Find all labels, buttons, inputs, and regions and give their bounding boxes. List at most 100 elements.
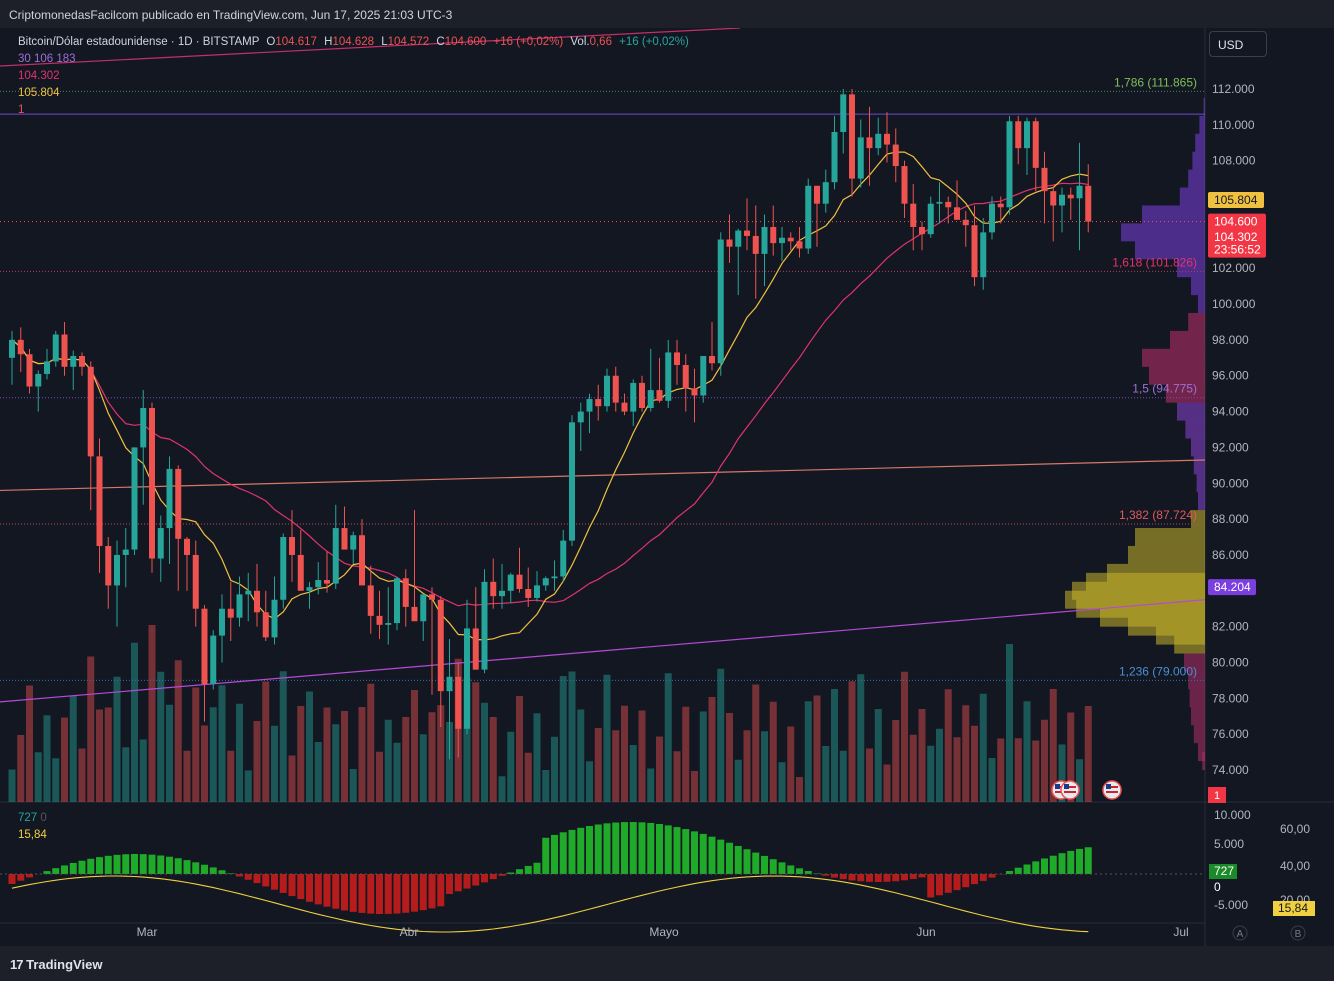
candle-body[interactable] — [455, 676, 462, 729]
candle-body[interactable] — [796, 241, 803, 249]
candle-body[interactable] — [665, 352, 672, 401]
candle-body[interactable] — [315, 580, 322, 588]
candle-body[interactable] — [271, 599, 278, 638]
candle-body[interactable] — [1015, 121, 1022, 149]
candle-body[interactable] — [516, 574, 523, 589]
candle-body[interactable] — [814, 185, 820, 204]
candle-body[interactable] — [1059, 194, 1065, 206]
candle-body[interactable] — [980, 232, 987, 278]
candle-body[interactable] — [779, 237, 785, 244]
candle-body[interactable] — [542, 578, 549, 586]
candle-body[interactable] — [962, 219, 969, 226]
us-flag-event-icon[interactable] — [1060, 780, 1080, 800]
scale-button-b[interactable]: B — [1290, 925, 1306, 941]
candle-body[interactable] — [175, 468, 182, 539]
candle-body[interactable] — [87, 366, 94, 457]
candle-body[interactable] — [534, 585, 540, 598]
candle-body[interactable] — [79, 356, 85, 367]
candle-body[interactable] — [822, 182, 829, 204]
legend-ma-periods[interactable]: 30 106 183 — [18, 53, 76, 65]
candle-body[interactable] — [884, 133, 890, 145]
candle-body[interactable] — [770, 226, 777, 244]
candle-body[interactable] — [359, 535, 365, 586]
scale-button-a[interactable]: A — [1232, 925, 1248, 941]
candle-body[interactable] — [1041, 167, 1048, 192]
candle-body[interactable] — [394, 578, 400, 624]
candle-body[interactable] — [324, 580, 330, 584]
candle-body[interactable] — [280, 537, 287, 600]
candle-body[interactable] — [122, 549, 129, 555]
candle-body[interactable] — [201, 608, 208, 684]
candle-body[interactable] — [184, 538, 190, 555]
candle-body[interactable] — [35, 373, 42, 387]
candle-body[interactable] — [297, 554, 304, 591]
candle-body[interactable] — [140, 407, 147, 448]
candle-body[interactable] — [647, 390, 654, 408]
candle-body[interactable] — [910, 203, 917, 227]
candle-body[interactable] — [630, 382, 637, 412]
candle-body[interactable] — [429, 594, 435, 600]
us-flag-event-icon[interactable] — [1102, 780, 1122, 800]
candle-body[interactable] — [875, 133, 882, 149]
candle-body[interactable] — [577, 411, 584, 423]
candle-body[interactable] — [385, 623, 392, 625]
chart-svg[interactable]: 112.000110.000108.000106.000104.000102.0… — [0, 27, 1334, 946]
candle-body[interactable] — [691, 388, 698, 396]
candle-body[interactable] — [472, 628, 479, 670]
candle-body[interactable] — [44, 361, 50, 374]
candle-body[interactable] — [9, 339, 15, 358]
candle-body[interactable] — [1006, 121, 1013, 208]
candle-body[interactable] — [149, 407, 155, 559]
candle-body[interactable] — [805, 185, 812, 249]
candle-body[interactable] — [166, 468, 173, 529]
candle-body[interactable] — [857, 137, 864, 179]
candle-body[interactable] — [569, 422, 575, 541]
candle-body[interactable] — [735, 230, 742, 247]
candle-body[interactable] — [971, 225, 978, 278]
candle-body[interactable] — [927, 203, 934, 235]
candle-body[interactable] — [560, 540, 567, 577]
legend-symbol[interactable]: Bitcoin/Dólar estadounidense · 1D · BITS… — [18, 36, 260, 48]
moving-average-fast[interactable] — [11, 151, 1089, 641]
candle-body[interactable] — [682, 364, 689, 389]
candle-body[interactable] — [586, 399, 593, 412]
candle-body[interactable] — [1076, 185, 1083, 199]
candle-body[interactable] — [236, 594, 243, 618]
candle-body[interactable] — [26, 354, 33, 387]
candle-body[interactable] — [989, 203, 995, 233]
candle-body[interactable] — [954, 207, 960, 220]
candle-body[interactable] — [639, 382, 645, 408]
candle-body[interactable] — [114, 554, 120, 586]
candle-body[interactable] — [612, 375, 619, 403]
candle-body[interactable] — [411, 606, 418, 622]
candle-body[interactable] — [656, 390, 663, 401]
candle-body[interactable] — [936, 201, 943, 204]
chart-area[interactable]: 112.000110.000108.000106.000104.000102.0… — [0, 27, 1334, 946]
candle-body[interactable] — [919, 226, 925, 235]
candle-body[interactable] — [866, 137, 873, 149]
candle-body[interactable] — [604, 375, 610, 407]
candle-body[interactable] — [464, 628, 470, 729]
candle-body[interactable] — [52, 334, 59, 362]
candle-body[interactable] — [525, 588, 532, 598]
candle-body[interactable] — [499, 590, 505, 597]
candle-body[interactable] — [892, 144, 899, 167]
candle-body[interactable] — [367, 585, 374, 616]
candle-body[interactable] — [1067, 194, 1074, 199]
candle-body[interactable] — [289, 537, 295, 555]
candle-body[interactable] — [787, 237, 794, 242]
candle-body[interactable] — [245, 590, 252, 595]
oscillator-signal-line[interactable] — [11, 875, 1089, 933]
candle-body[interactable] — [674, 352, 680, 365]
candle-body[interactable] — [210, 635, 217, 684]
candle-body[interactable] — [341, 528, 348, 550]
candle-body[interactable] — [752, 235, 759, 254]
candle-body[interactable] — [254, 590, 260, 613]
candle-body[interactable] — [70, 356, 77, 367]
candle-body[interactable] — [157, 528, 164, 559]
candle-body[interactable] — [595, 399, 602, 407]
candle-body[interactable] — [350, 535, 357, 550]
candle-body[interactable] — [840, 94, 847, 133]
tradingview-logo[interactable]: 17 TradingView — [10, 957, 102, 972]
candle-body[interactable] — [901, 166, 908, 204]
